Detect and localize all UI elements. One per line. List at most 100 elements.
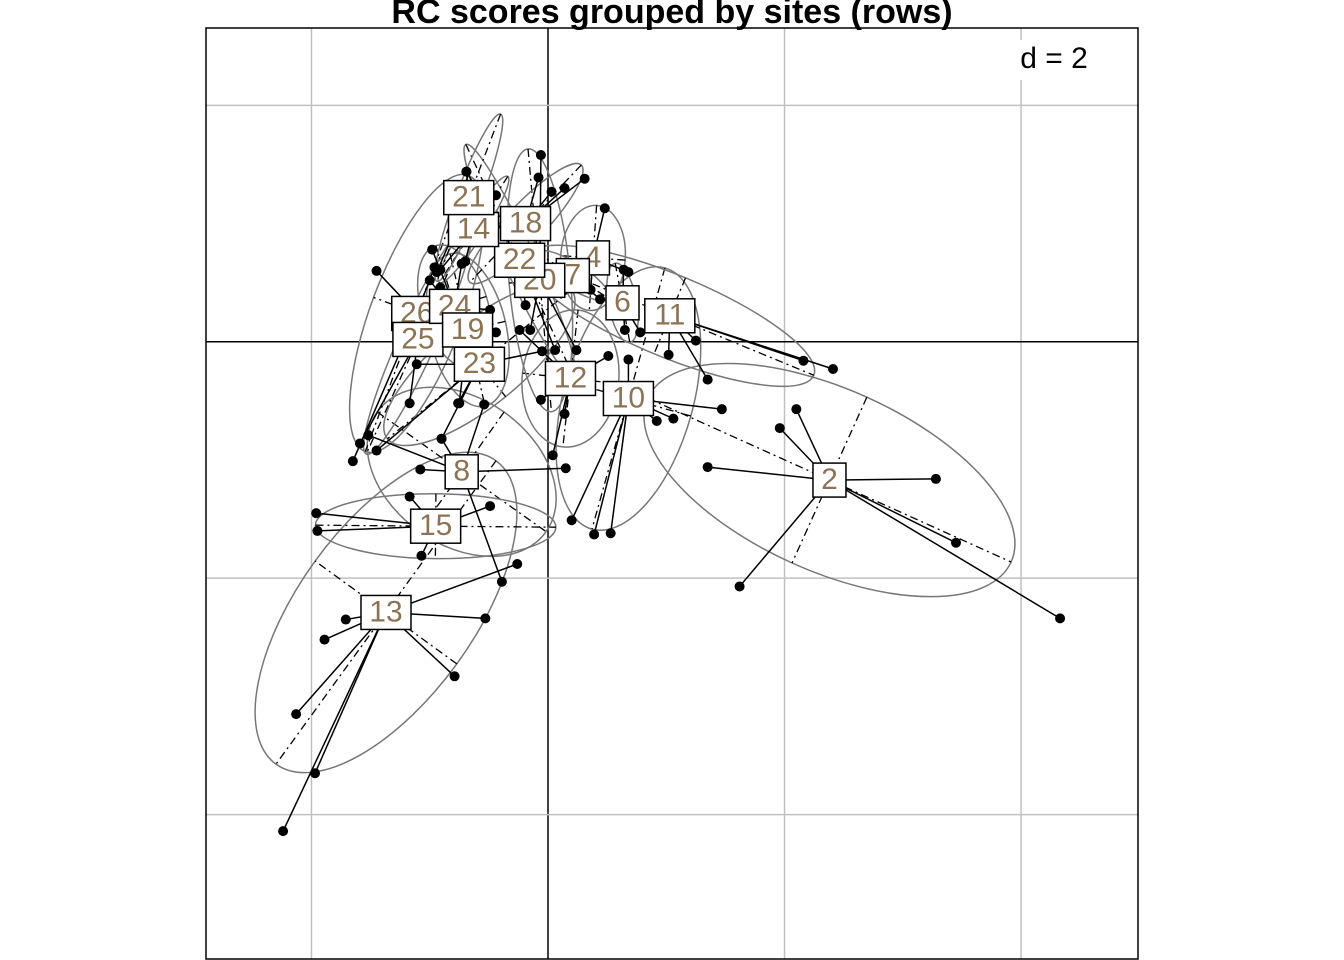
center-box — [499, 205, 552, 242]
center-label: 12 — [554, 361, 587, 394]
point — [828, 363, 839, 374]
point — [319, 634, 330, 645]
chart-title: RC scores grouped by sites (rows) — [391, 0, 952, 31]
point — [436, 433, 447, 444]
point — [668, 413, 679, 424]
center-label: 14 — [457, 212, 490, 245]
point — [311, 508, 322, 519]
link — [609, 398, 630, 534]
center-box — [453, 346, 506, 383]
point — [347, 456, 358, 467]
center-label: 11 — [654, 299, 685, 332]
point — [550, 345, 561, 356]
link — [314, 612, 387, 774]
point — [490, 327, 501, 338]
point — [798, 355, 809, 366]
point — [599, 203, 610, 214]
point — [595, 294, 606, 305]
point — [603, 350, 614, 361]
point — [424, 275, 435, 286]
link — [829, 479, 1061, 620]
center-label: 2 — [821, 463, 838, 496]
point — [480, 613, 491, 624]
point — [651, 415, 662, 426]
point — [560, 463, 571, 474]
point — [605, 528, 616, 539]
grid — [206, 28, 1138, 959]
center-box — [493, 242, 546, 278]
center-box — [392, 321, 444, 358]
link — [460, 471, 503, 582]
center-box — [409, 508, 462, 544]
ellipses — [254, 113, 1016, 774]
center-box — [644, 298, 696, 334]
point — [589, 529, 600, 540]
center-box — [447, 211, 500, 248]
plot-frame — [205, 27, 1139, 960]
point — [774, 423, 785, 434]
point — [371, 265, 382, 276]
point — [454, 398, 465, 409]
point — [537, 346, 548, 357]
point — [371, 445, 382, 456]
point — [535, 394, 546, 405]
point — [479, 399, 490, 410]
point — [930, 473, 941, 484]
point — [535, 150, 546, 161]
point — [312, 525, 323, 536]
center-label: 13 — [369, 595, 402, 628]
center-label: 10 — [612, 381, 645, 414]
center-box — [602, 380, 655, 417]
center-label: 7 — [564, 259, 581, 292]
ellipse-axis — [434, 493, 437, 559]
link — [461, 467, 566, 473]
link — [829, 478, 936, 481]
point — [415, 464, 426, 475]
point — [278, 826, 289, 837]
point — [716, 404, 727, 415]
point — [340, 614, 351, 625]
point — [559, 183, 570, 194]
point — [559, 408, 570, 419]
point — [579, 173, 590, 184]
ellipse-axis — [314, 560, 458, 665]
point — [623, 267, 634, 278]
point — [702, 462, 713, 473]
center-label: 23 — [463, 347, 496, 380]
point — [635, 327, 646, 338]
point — [571, 345, 582, 356]
center-box — [441, 312, 494, 348]
point — [427, 244, 438, 255]
point — [404, 491, 415, 502]
point — [512, 559, 523, 570]
point — [546, 186, 557, 197]
link — [593, 398, 630, 535]
point — [363, 430, 374, 441]
point — [623, 354, 634, 365]
point — [310, 768, 321, 779]
point — [461, 166, 472, 177]
point — [485, 501, 496, 512]
point — [354, 438, 365, 449]
point — [619, 324, 630, 335]
point — [514, 324, 525, 335]
center-label: 22 — [503, 243, 536, 276]
center-box — [444, 454, 479, 490]
point — [734, 581, 745, 592]
point — [950, 537, 961, 548]
center-label: 15 — [419, 509, 452, 542]
point — [404, 398, 415, 409]
point — [411, 359, 422, 370]
ellipse-axis — [562, 309, 579, 447]
center-label: 19 — [451, 313, 484, 346]
point — [416, 550, 427, 561]
center-label: 6 — [614, 286, 631, 319]
point — [449, 671, 460, 682]
link — [707, 466, 830, 481]
point — [791, 404, 802, 415]
point — [663, 349, 674, 360]
point — [525, 324, 536, 335]
